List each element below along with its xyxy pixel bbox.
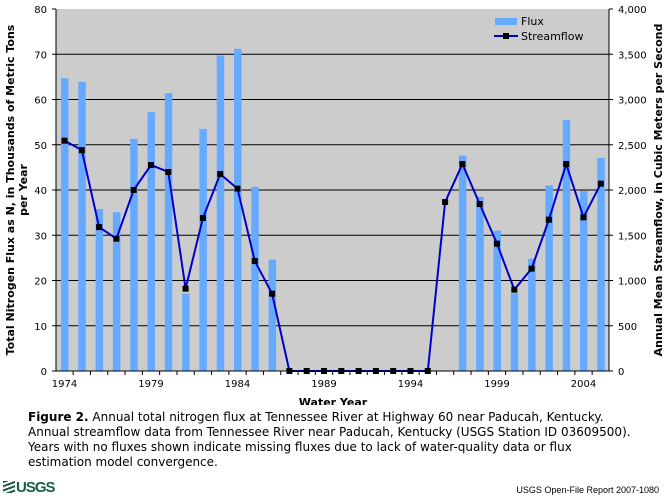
caption-label: Figure 2. [28,410,89,424]
streamflow-marker [199,215,206,222]
legend-flux-swatch [495,18,517,25]
streamflow-marker [494,240,500,247]
x-tick-label: 1999 [484,379,509,390]
streamflow-marker [545,216,552,223]
legend: Flux Streamflow [494,15,583,43]
flux-bar [130,138,138,371]
x-tick-label: 1984 [225,379,250,390]
flux-bar [78,81,86,371]
y-tick-label: 20 [34,277,47,288]
flux-bar [199,128,207,371]
streamflow-marker [61,137,68,144]
flux-bar [234,48,242,371]
streamflow-marker [182,285,189,292]
flux-bar [458,155,467,371]
usgs-wave-icon [3,481,15,493]
flux-bar [61,78,69,372]
y2-tick-label: 2,000 [618,186,647,197]
flux-bar [528,258,536,371]
y-axis-title-line1: Total Nitrogen Flux as N, in Thousands o… [4,24,17,355]
flux-bar [182,293,190,371]
y-tick-label: 40 [34,186,47,197]
y2-tick-label: 0 [618,367,624,378]
usgs-logo: USGS [3,479,56,496]
legend-flux-label: Flux [521,15,544,28]
y2-axis-title: Annual Mean Streamflow, in Cubic Meters … [652,24,665,357]
flux-bar [112,212,121,371]
caption-text: Annual total nitrogen flux at Tennessee … [28,410,631,469]
streamflow-marker [476,201,483,208]
streamflow-marker [269,290,276,297]
legend-streamflow-label: Streamflow [521,30,583,43]
x-tick-label: 1979 [138,379,163,390]
y2-tick-label: 500 [618,322,637,333]
streamflow-marker [528,265,535,272]
streamflow-marker [511,286,518,293]
x-axis-title: Water Year [299,396,368,405]
streamflow-marker [563,161,570,168]
streamflow-marker [165,168,172,175]
flux-bar [493,230,501,371]
chart: 0 10 20 30 40 50 60 70 80 0 500 1,000 1,500 2,000 2,50… [4,5,665,405]
y2-tick-label: 2,500 [618,141,647,152]
x-tick-label: 1994 [398,379,423,390]
streamflow-marker [130,187,137,193]
flux-bar [597,157,605,371]
y2-tick-label: 4,000 [618,5,647,16]
flux-bar [545,185,553,371]
y-tick-label: 60 [34,96,47,107]
streamflow-marker [234,185,241,192]
y-tick-label: 30 [34,231,47,242]
streamflow-marker [459,161,466,168]
flux-bar [510,293,519,371]
flux-bar [268,259,277,371]
figure-caption: Figure 2. Annual total nitrogen flux at … [28,410,638,470]
flux-bar [251,186,259,371]
streamflow-marker [113,235,120,242]
y-tick-label: 10 [34,322,47,333]
streamflow-marker [78,147,85,154]
flux-bar [562,119,571,371]
y2-tick-label: 1,000 [618,277,647,288]
y-tick-label: 80 [34,5,47,16]
flux-bar [216,55,225,372]
y-axis-title-line2: per Year [17,164,30,216]
legend-streamflow-marker [503,33,509,39]
flux-bar [580,190,588,371]
streamflow-marker [96,224,103,231]
streamflow-marker [148,162,154,169]
streamflow-marker [251,258,258,265]
flux-bar [164,93,173,371]
x-tick-label: 2004 [571,379,596,390]
flux-bar [476,196,484,371]
streamflow-marker [580,214,587,221]
usgs-logo-text: USGS [16,479,56,496]
x-tick-label: 1989 [311,379,336,390]
y2-tick-label: 1,500 [618,231,647,242]
y-tick-label: 50 [34,141,47,152]
y2-tick-label: 3,000 [618,96,647,107]
y2-tick-label: 3,500 [618,50,647,61]
y-tick-label: 70 [34,50,47,61]
y-tick-label: 0 [41,367,47,378]
streamflow-marker [442,199,449,206]
flux-bar [95,209,104,371]
flux-bar [147,112,155,372]
streamflow-marker [597,180,604,187]
streamflow-marker [217,170,224,177]
x-tick-label: 1974 [52,379,77,390]
report-id: USGS Open-File Report 2007-1080 [516,485,659,495]
